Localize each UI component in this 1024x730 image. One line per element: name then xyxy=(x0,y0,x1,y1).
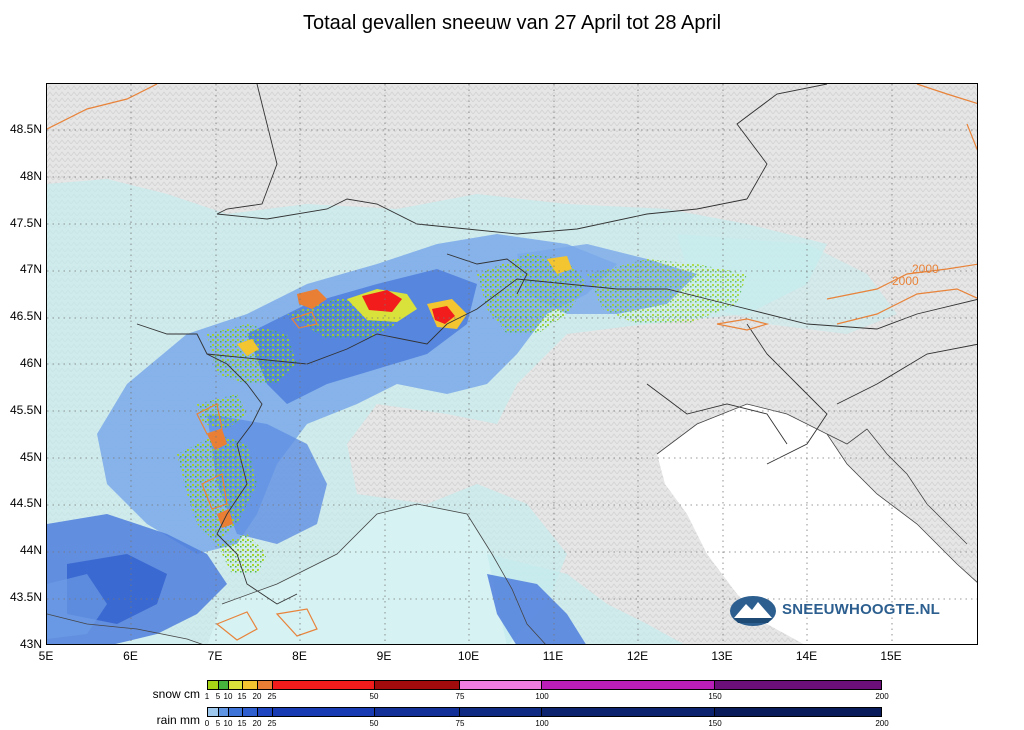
elevation-contours xyxy=(47,84,977,641)
rain-legend-tick: 50 xyxy=(369,719,379,728)
rain-legend-swatch xyxy=(228,708,243,716)
snow-legend-swatch xyxy=(242,681,258,689)
rain-legend-swatch xyxy=(257,708,273,716)
snow-legend-tick: 1 xyxy=(204,692,210,701)
lat-label: 44N xyxy=(19,543,42,558)
lon-label: 15E xyxy=(880,649,902,663)
snow-legend-tick: 20 xyxy=(252,692,262,701)
snow-legend-swatch xyxy=(272,681,375,689)
snow-legend-swatch xyxy=(374,681,461,689)
rain-legend-tick: 10 xyxy=(223,719,233,728)
rain-legend-swatch xyxy=(460,708,543,716)
lon-label: 8E xyxy=(292,649,307,663)
lat-label: 47.5N xyxy=(9,215,42,230)
lat-label: 48N xyxy=(19,168,42,183)
rain-legend-tick: 150 xyxy=(708,719,722,728)
rain-legend-tick: 20 xyxy=(252,719,262,728)
snow-legend-swatch xyxy=(218,681,229,689)
lat-label: 44.5N xyxy=(9,496,42,511)
snow-legend-tick: 75 xyxy=(455,692,465,701)
snow-legend-tick: 200 xyxy=(875,692,889,701)
light-rain-east xyxy=(677,234,897,334)
lat-label: 46N xyxy=(19,356,42,370)
snow-legend-swatch xyxy=(542,681,715,689)
rain-legend-tick: 0 xyxy=(204,719,210,728)
snow-legend-tick: 150 xyxy=(708,692,722,701)
contour-label-2000-b: 2000 xyxy=(892,274,919,288)
rain-legend-swatch xyxy=(542,708,715,716)
lat-label: 43N xyxy=(19,636,42,651)
snow-legend-tick: 100 xyxy=(535,692,549,701)
contour-labels: 2000 2000 xyxy=(892,262,939,288)
rain-legend-bar xyxy=(207,707,882,717)
lon-label: 5E xyxy=(38,649,54,663)
lon-label: 13E xyxy=(711,649,733,663)
lon-label: 9E xyxy=(376,649,392,663)
rain-legend-tick: 25 xyxy=(267,719,277,728)
rain-area-corsica xyxy=(47,574,107,639)
lat-label: 46.5N xyxy=(9,309,42,324)
snow-legend-swatch xyxy=(257,681,273,689)
snow-legend-tick: 25 xyxy=(267,692,277,701)
contour-label-2000-a: 2000 xyxy=(912,262,939,276)
lon-label: 11E xyxy=(542,649,564,663)
map-title: Totaal gevallen sneeuw van 27 April tot … xyxy=(302,12,722,34)
rain-legend-tick: 5 xyxy=(215,719,221,728)
lon-label: 6E xyxy=(123,649,138,663)
snow-legend-tick: 50 xyxy=(369,692,379,701)
logo-text: SNEEUWHOOGTE.NL xyxy=(782,601,941,618)
lat-label: 43.5N xyxy=(9,590,42,604)
lat-label: 45N xyxy=(19,449,42,464)
rain-legend-swatch xyxy=(714,708,881,716)
rain-legend-tick: 75 xyxy=(455,719,465,728)
lat-label: 48.5N xyxy=(9,122,42,136)
rain-legend-tick: 200 xyxy=(875,719,889,728)
rain-legend-swatch xyxy=(272,708,375,716)
adriatic-sea xyxy=(657,404,977,644)
lon-label: 10E xyxy=(457,649,480,663)
coastlines xyxy=(47,403,977,644)
lon-label: 12E xyxy=(626,649,649,663)
snow-legend-bar xyxy=(207,680,882,690)
lon-label: 7E xyxy=(207,649,223,663)
snow-legend-tick: 15 xyxy=(237,692,247,701)
snow-legend-swatch xyxy=(208,681,219,689)
snow-legend-swatch xyxy=(460,681,543,689)
graticule xyxy=(47,84,977,644)
lon-label: 14E xyxy=(795,649,818,663)
rain-legend-swatch xyxy=(208,708,219,716)
snow-legend-label: snow cm xyxy=(152,687,200,701)
rain-legend-swatch xyxy=(242,708,258,716)
rain-legend-label: rain mm xyxy=(156,713,200,727)
country-borders xyxy=(136,84,977,605)
rain-legend-tick: 100 xyxy=(535,719,549,728)
snow-legend-swatch xyxy=(228,681,243,689)
snow-legend-swatch xyxy=(714,681,881,689)
site-logo[interactable]: SNEEUWHOOGTE.NL xyxy=(728,594,948,628)
rain-area-appennine xyxy=(487,574,586,644)
snowfall-map: 2000 2000 xyxy=(47,84,977,644)
map-panel[interactable]: 2000 2000 xyxy=(46,83,978,645)
rain-legend-swatch xyxy=(218,708,229,716)
snow-legend-tick: 10 xyxy=(223,692,233,701)
rain-legend-swatch xyxy=(374,708,461,716)
lat-label: 45.5N xyxy=(9,402,42,417)
snow-legend-tick: 5 xyxy=(215,692,221,701)
lat-label: 47N xyxy=(19,262,42,277)
mountain-globe-icon xyxy=(730,596,776,626)
rain-legend-tick: 15 xyxy=(237,719,247,728)
